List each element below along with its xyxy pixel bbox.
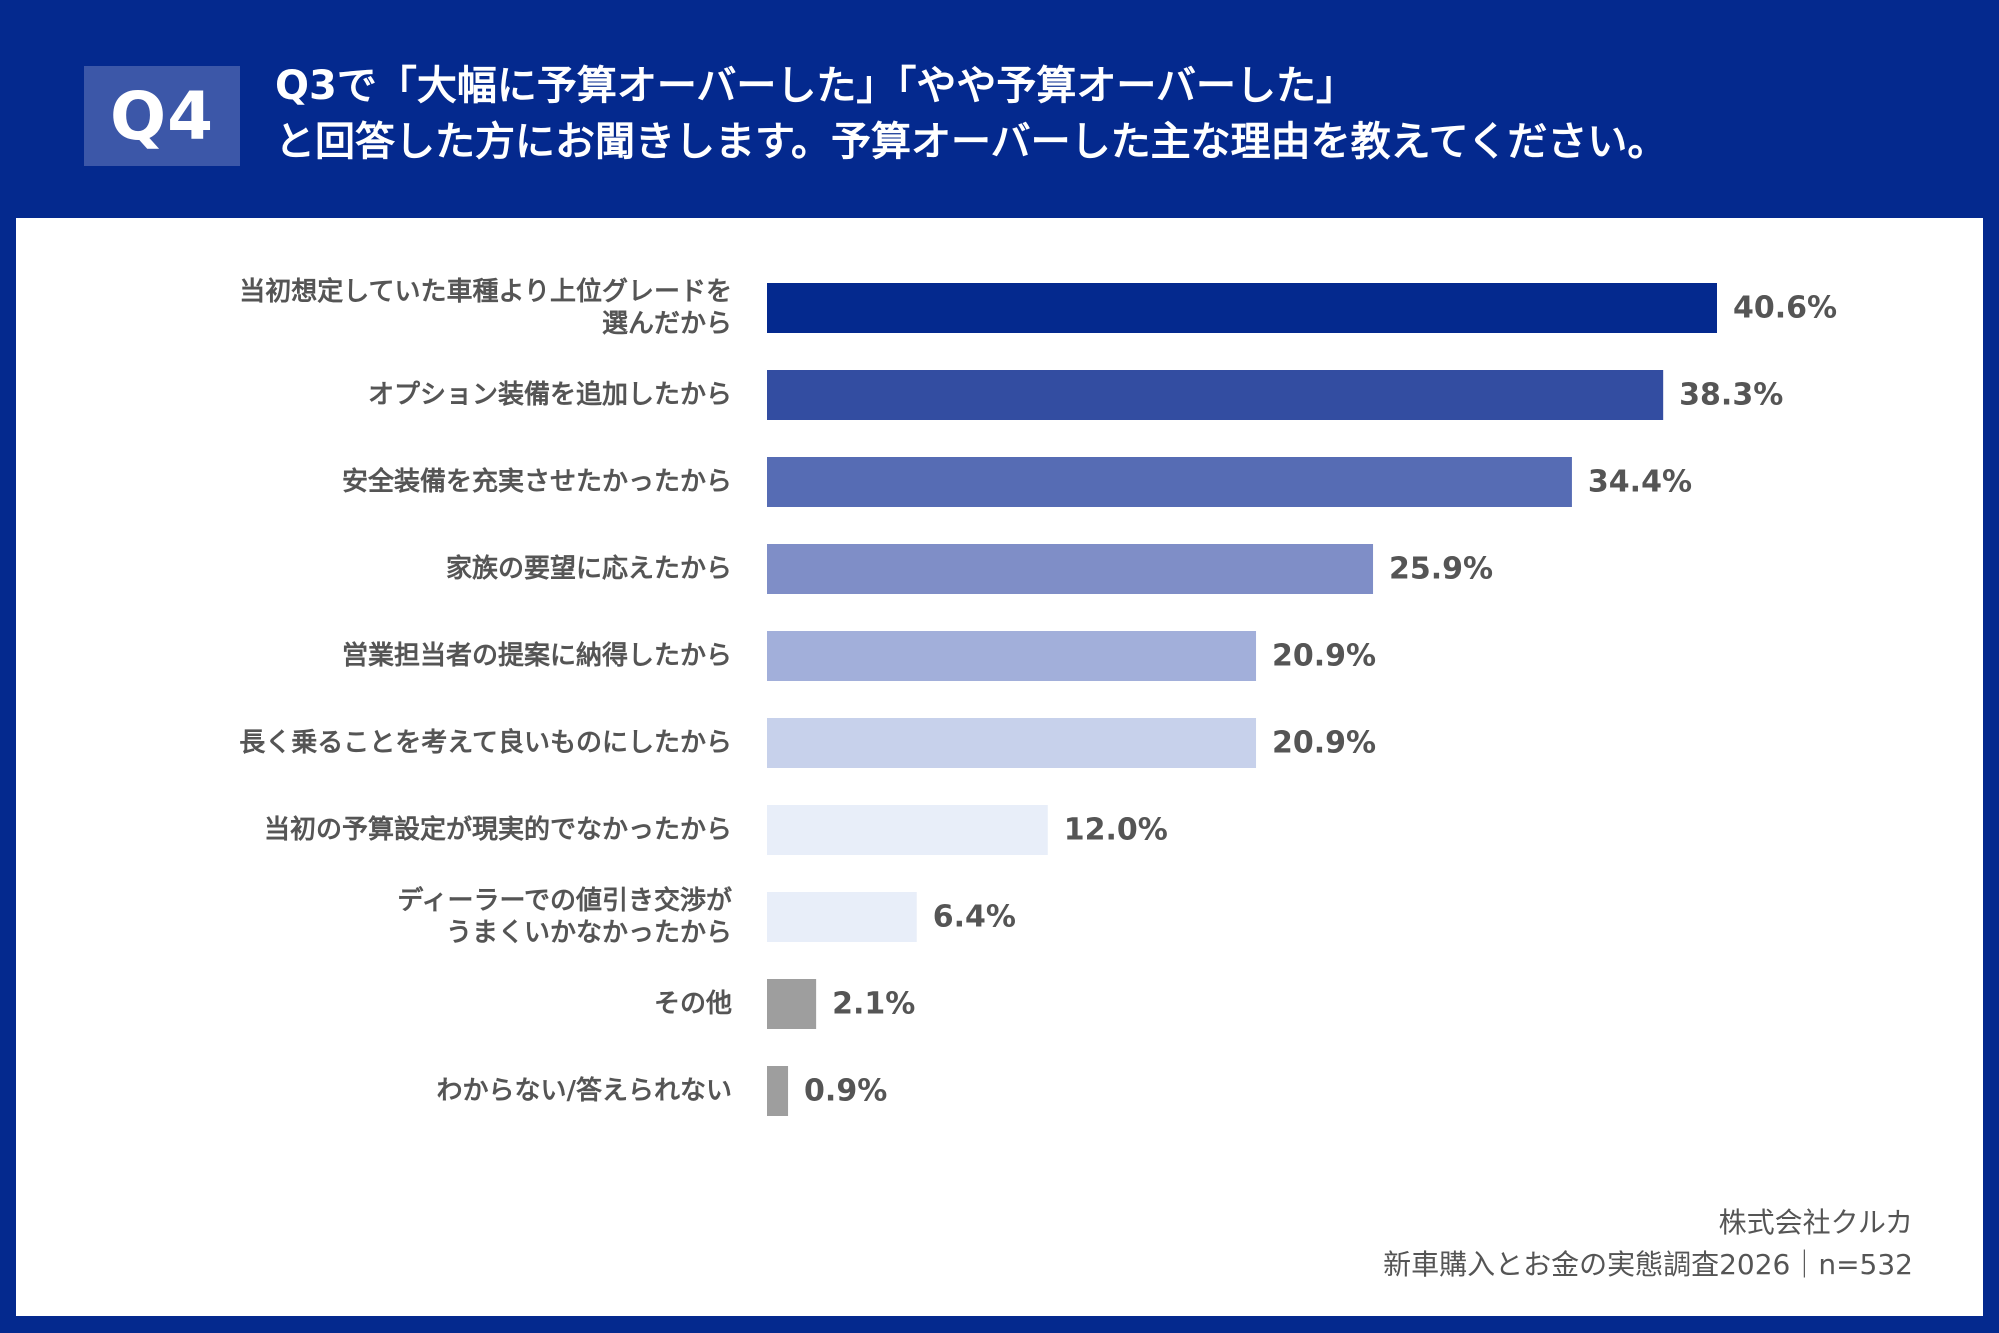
source-credit: 株式会社クルカ 新車購入とお金の実態調査2026｜n=532 (1383, 1202, 1913, 1286)
value-label-2: 34.4% (1588, 465, 1692, 500)
source-survey: 新車購入とお金の実態調査2026｜n=532 (1383, 1248, 1913, 1281)
bar-6 (767, 805, 1048, 855)
category-label-6: 当初の予算設定が現実的でなかったから (264, 814, 732, 845)
value-label-0: 40.6% (1733, 291, 1837, 326)
bar-8 (767, 979, 817, 1029)
category-label-1: オプション装備を追加したから (368, 379, 732, 410)
category-label-8: その他 (654, 989, 732, 1019)
value-label-3: 25.9% (1389, 552, 1493, 587)
category-label-9: わからない/答えられない (437, 1075, 733, 1106)
chart-panel: 40.6% 当初想定していた車種より上位グレードを 選んだから 38.3% オプション装… (16, 218, 1983, 1316)
bar-7 (767, 892, 917, 942)
bar-5 (767, 718, 1257, 768)
bar-4 (767, 631, 1257, 681)
value-label-5: 20.9% (1272, 726, 1376, 761)
question-title-line2: と回答した方にお聞きします。予算オーバーした主な理由を教えてください。 (275, 119, 1668, 165)
question-title-line1: Q3で「大幅に予算オーバーした」「やや予算オーバーした」 (275, 63, 1357, 109)
source-company: 株式会社クルカ (1718, 1206, 1913, 1239)
bar-9 (767, 1066, 789, 1116)
question-title: Q3で「大幅に予算オーバーした」「やや予算オーバーした」 と回答した方にお聞きし… (275, 58, 1965, 170)
value-label-1: 38.3% (1679, 378, 1783, 413)
bar-1 (767, 370, 1664, 420)
bar-3 (767, 544, 1374, 594)
value-label-8: 2.1% (832, 987, 915, 1022)
category-label-7-line1: ディーラーでの値引き交渉が (397, 885, 732, 916)
header: Q4 Q3で「大幅に予算オーバーした」「やや予算オーバーした」 と回答した方にお… (0, 0, 1999, 218)
bar-2 (767, 457, 1572, 507)
category-label-0-line1: 当初想定していた車種より上位グレードを (239, 276, 732, 307)
category-label-0-line2: 選んだから (602, 309, 732, 339)
question-badge: Q4 (84, 66, 240, 166)
category-label-7-line2: うまくいかなかったから (446, 918, 732, 948)
value-label-6: 12.0% (1064, 813, 1168, 848)
value-label-9: 0.9% (804, 1074, 887, 1109)
category-label-2: 安全装備を充実させたかったから (342, 466, 732, 497)
category-label-3: 家族の要望に応えたから (446, 553, 732, 584)
bar-0 (767, 283, 1717, 333)
value-label-4: 20.9% (1272, 639, 1376, 674)
category-label-5: 長く乗ることを考えて良いものにしたから (239, 727, 732, 758)
value-label-7: 6.4% (933, 900, 1016, 935)
category-label-4: 営業担当者の提案に納得したから (342, 640, 732, 671)
